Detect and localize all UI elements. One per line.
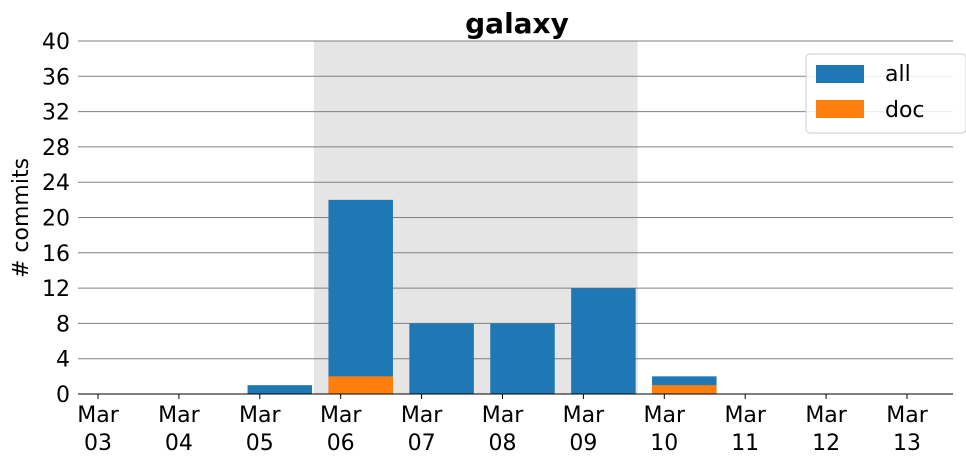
x-tick-label: Mar 08: [482, 403, 524, 456]
y-tick-labels: 0 4 8 12 16 20 24 28 32 36 40: [42, 30, 70, 408]
x-tick-label: Mar 13: [886, 403, 928, 456]
y-axis-label: # commits: [9, 158, 34, 278]
legend-label-all: all: [885, 62, 911, 87]
x-tick-label: Mar 11: [724, 403, 766, 456]
x-tick-label: Mar 04: [158, 403, 200, 456]
y-tick-label: 16: [42, 242, 70, 267]
x-tick-label: Mar 06: [320, 403, 362, 456]
x-tick-label: Mar 09: [563, 403, 605, 456]
legend-label-doc: doc: [885, 98, 925, 123]
x-tick-label: Mar 03: [77, 403, 119, 456]
y-tick-label: 20: [42, 207, 70, 232]
y-tick-label: 12: [42, 277, 70, 302]
bar-all: [328, 199, 393, 394]
y-tick-label: 4: [56, 348, 70, 373]
y-tick-label: 0: [56, 383, 70, 408]
bar-doc: [652, 385, 717, 394]
bar-all: [490, 323, 555, 394]
y-tick-label: 40: [42, 30, 70, 55]
x-tick-label: Mar 07: [401, 403, 443, 456]
y-tick-label: 28: [42, 136, 70, 161]
bar-doc: [328, 376, 393, 394]
x-tick-label: Mar 05: [239, 403, 281, 456]
bar-all: [571, 288, 636, 394]
y-tick-label: 36: [42, 65, 70, 90]
x-tick-labels: Mar 03 Mar 04 Mar 05 Mar 06 Mar 07 Mar 08 Mar 09 Mar 10…: [77, 394, 929, 456]
legend: all doc: [805, 53, 966, 134]
x-tick-label: Mar 10: [644, 403, 686, 456]
y-tick-label: 8: [56, 312, 70, 337]
chart-title: galaxy: [465, 7, 569, 40]
legend-swatch-all: [816, 65, 864, 83]
x-tick-label: Mar 12: [805, 403, 847, 456]
y-tick-label: 32: [42, 101, 70, 126]
bar-all: [247, 385, 313, 394]
legend-swatch-doc: [816, 100, 864, 118]
bars: [247, 199, 717, 394]
y-tick-label: 24: [42, 171, 70, 196]
bar-all: [409, 323, 474, 394]
